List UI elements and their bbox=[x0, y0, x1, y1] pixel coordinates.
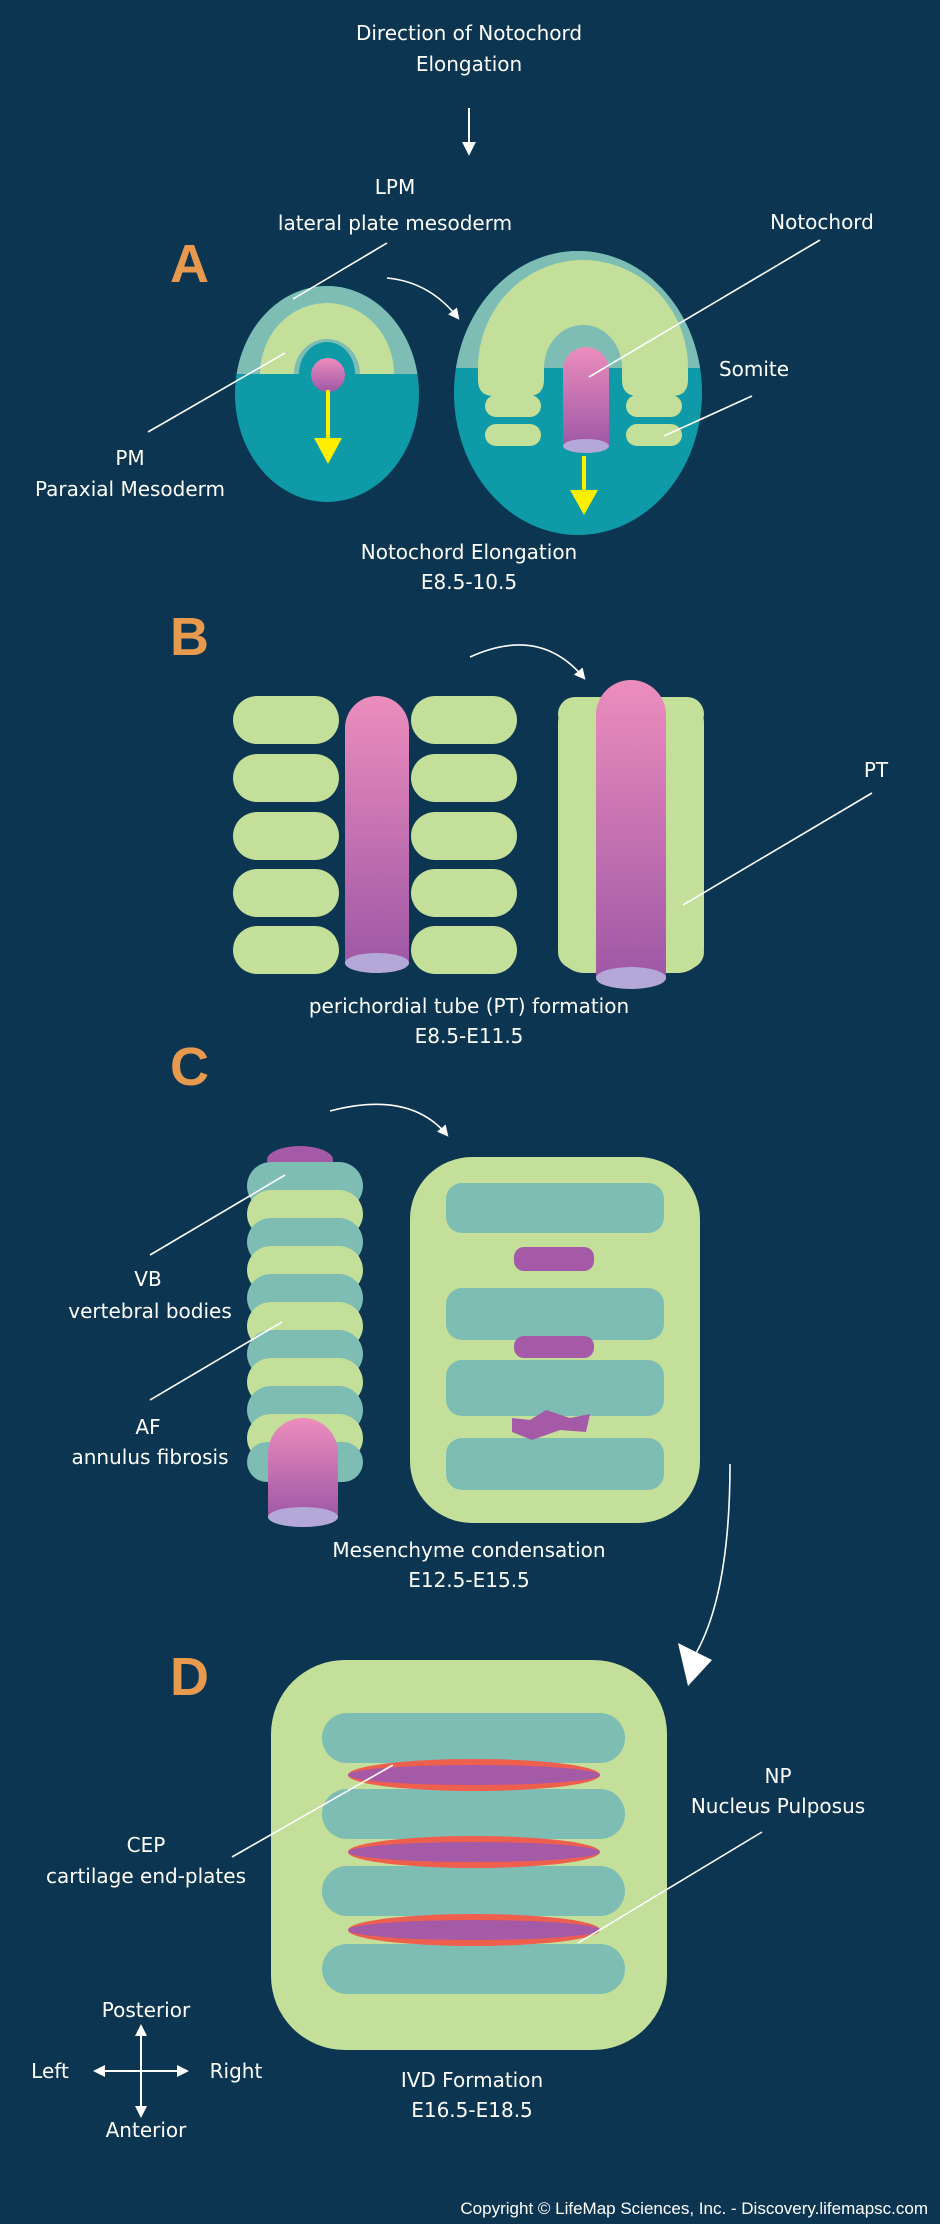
compass-anterior: Anterior bbox=[106, 2118, 188, 2142]
lpm-abbr: LPM bbox=[375, 175, 415, 199]
header-direction-line1: Direction of Notochord bbox=[356, 21, 582, 45]
header-direction-line2: Elongation bbox=[416, 52, 522, 76]
panel-a-letter: A bbox=[170, 234, 209, 294]
af-full: annulus fibrosis bbox=[71, 1445, 228, 1469]
pm-full: Paraxial Mesoderm bbox=[35, 477, 225, 501]
somite-pointer bbox=[663, 395, 753, 437]
notochord-b bbox=[345, 696, 409, 963]
cep-pointer bbox=[231, 1764, 394, 1858]
panel-b-letter: B bbox=[170, 607, 209, 667]
transition-arrow-b bbox=[469, 644, 586, 680]
panel-b-stage: E8.5-E11.5 bbox=[415, 1024, 524, 1048]
np-abbr: NP bbox=[764, 1764, 791, 1788]
somite-label: Somite bbox=[719, 357, 789, 381]
notochord-bud bbox=[311, 358, 345, 392]
embryo-small bbox=[235, 286, 419, 502]
cep-abbr: CEP bbox=[127, 1833, 166, 1857]
vb-abbr: VB bbox=[134, 1267, 161, 1291]
compass-left: Left bbox=[31, 2059, 69, 2083]
somite-right-1 bbox=[626, 395, 682, 417]
panel-b-caption: perichordial tube (PT) formation bbox=[309, 994, 629, 1018]
af-pointer bbox=[149, 1321, 283, 1401]
somite-column-right bbox=[411, 696, 517, 974]
lpm-full: lateral plate mesoderm bbox=[278, 211, 512, 235]
panel-c-stage: E12.5-E15.5 bbox=[408, 1568, 530, 1592]
vertebral-column-stack bbox=[247, 1146, 363, 1527]
notochord-pointer bbox=[588, 239, 821, 378]
paraxial-mesoderm-large bbox=[478, 260, 688, 396]
panel-a-caption: Notochord Elongation bbox=[361, 540, 577, 564]
somite-left-2 bbox=[485, 424, 541, 446]
somite-right-2 bbox=[626, 424, 682, 446]
notochord-rod bbox=[563, 347, 609, 446]
elongation-arrow-large bbox=[570, 490, 598, 515]
panel-c-letter: C bbox=[170, 1037, 209, 1097]
perichordal-tube bbox=[558, 680, 704, 989]
vb-full: vertebral bodies bbox=[68, 1299, 232, 1323]
transition-arrow-a bbox=[386, 277, 460, 320]
ivd-block bbox=[271, 1660, 667, 2050]
transition-arrow-c bbox=[329, 1103, 449, 1137]
copyright-footer: Copyright © LifeMap Sciences, Inc. - Dis… bbox=[460, 2199, 928, 2218]
pt-pointer bbox=[682, 792, 873, 906]
paraxial-mesoderm-arc bbox=[260, 303, 394, 374]
lpm-pointer bbox=[292, 242, 388, 300]
compass-right: Right bbox=[210, 2059, 263, 2083]
panel-d-caption: IVD Formation bbox=[401, 2068, 543, 2092]
panel-d-letter: D bbox=[170, 1647, 209, 1707]
elongation-arrow-small bbox=[314, 438, 342, 464]
pm-pointer bbox=[147, 352, 286, 433]
pt-label: PT bbox=[864, 758, 889, 782]
panel-d-stage: E16.5-E18.5 bbox=[411, 2098, 533, 2122]
notochord-in-tube bbox=[596, 680, 666, 978]
notochord-label: Notochord bbox=[770, 210, 874, 234]
pm-abbr: PM bbox=[115, 446, 144, 470]
somite-left-1 bbox=[485, 395, 541, 417]
vb-pointer bbox=[149, 1174, 286, 1256]
np-pointer bbox=[577, 1831, 763, 1944]
panel-a-stage: E8.5-10.5 bbox=[421, 570, 517, 594]
af-abbr: AF bbox=[135, 1415, 160, 1439]
transition-arrow-d bbox=[691, 1463, 731, 1661]
transition-arrow-d-head bbox=[678, 1643, 712, 1686]
mesenchyme-block bbox=[410, 1157, 700, 1523]
compass-posterior: Posterior bbox=[102, 1998, 191, 2022]
cep-full: cartilage end-plates bbox=[46, 1864, 246, 1888]
panel-c-caption: Mesenchyme condensation bbox=[332, 1538, 605, 1562]
orientation-compass bbox=[93, 2024, 189, 2118]
np-full: Nucleus Pulposus bbox=[691, 1794, 865, 1818]
embryo-large bbox=[454, 251, 702, 535]
somite-column-left bbox=[233, 696, 339, 974]
